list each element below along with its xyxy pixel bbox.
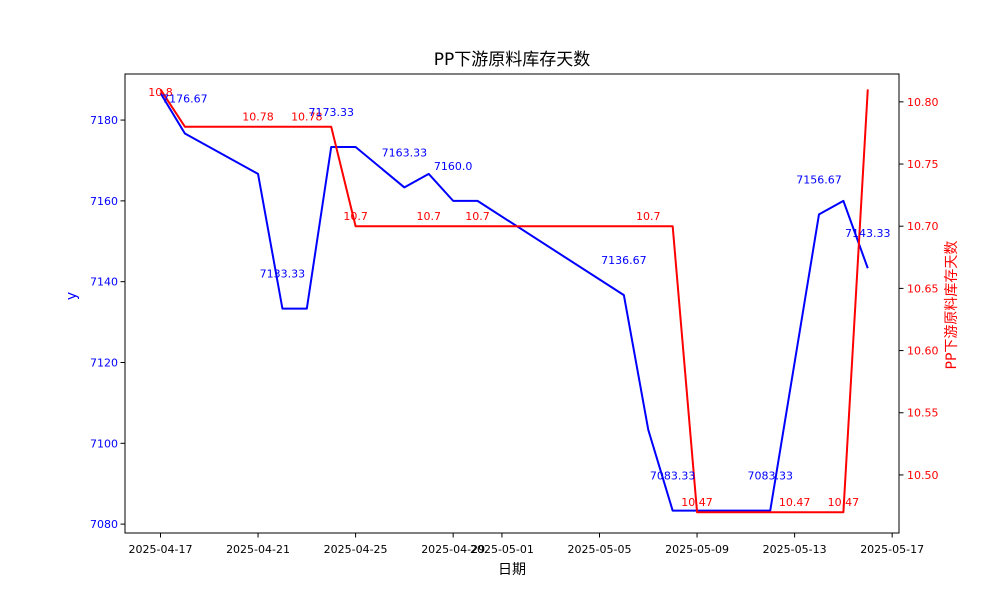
data-label: 7143.33 xyxy=(845,227,891,240)
y-left-tick-label: 7120 xyxy=(90,356,118,369)
data-label: 7156.67 xyxy=(796,173,842,186)
y-right-axis-ticks: 10.50 10.55 10.60 10.65 10.70 10.75 10.80 xyxy=(899,96,939,482)
data-label: 10.7 xyxy=(636,210,661,223)
data-labels-right: 10.8 10.78 10.78 10.7 10.7 10.7 10.7 10.47 10.47… xyxy=(148,86,859,509)
y-right-tick-label: 10.70 xyxy=(907,220,939,233)
x-tick-label: 2025-04-25 xyxy=(324,543,388,556)
x-axis-ticks: 2025-04-17 2025-04-21 2025-04-25 2025-04-29… xyxy=(129,533,924,556)
x-tick-label: 2025-05-09 xyxy=(665,543,729,556)
data-label: 10.47 xyxy=(681,496,713,509)
y-left-tick-label: 7100 xyxy=(90,437,118,450)
data-label: 7163.33 xyxy=(382,146,428,159)
data-label: 10.7 xyxy=(343,210,368,223)
y-left-tick-label: 7080 xyxy=(90,518,118,531)
y-right-axis-label: PP下游原料库存天数 xyxy=(944,241,960,370)
y-left-axis-label: y xyxy=(64,292,80,300)
data-label: 7136.67 xyxy=(601,254,647,267)
x-tick-label: 2025-05-01 xyxy=(470,543,534,556)
y-right-tick-label: 10.65 xyxy=(907,282,939,295)
x-tick-label: 2025-05-17 xyxy=(860,543,924,556)
x-tick-label: 2025-04-21 xyxy=(226,543,290,556)
x-tick-label: 2025-05-13 xyxy=(763,543,827,556)
data-labels-left: 7176.67 7133.33 7173.33 7163.33 7160.0 7136.6… xyxy=(162,93,890,483)
y-left-tick-label: 7180 xyxy=(90,114,118,127)
chart-text-layer: PP下游原料库存天数 日期 y PP下游原料库存天数 xyxy=(64,50,960,578)
x-tick-label: 2025-05-05 xyxy=(568,543,632,556)
data-label: 10.47 xyxy=(779,496,811,509)
series-line-right xyxy=(159,88,869,514)
x-tick-label: 2025-04-17 xyxy=(129,543,193,556)
data-label: 10.7 xyxy=(417,210,442,223)
plot-area: 2025-04-17 2025-04-21 2025-04-25 2025-04-29… xyxy=(90,73,939,556)
y-right-tick-label: 10.80 xyxy=(907,96,939,109)
plot-border xyxy=(124,73,900,534)
series-line-left xyxy=(159,92,869,512)
data-label: 7083.33 xyxy=(650,470,696,483)
y-left-axis-ticks: 7080 7100 7120 7140 7160 7180 xyxy=(90,114,125,531)
y-left-tick-label: 7160 xyxy=(90,195,118,208)
data-label: 10.47 xyxy=(828,496,860,509)
data-label: 7083.33 xyxy=(747,470,793,483)
y-right-tick-label: 10.50 xyxy=(907,469,939,482)
data-label: 10.7 xyxy=(465,210,490,223)
data-label: 10.78 xyxy=(242,111,274,124)
data-label: 10.8 xyxy=(148,86,173,99)
y-right-tick-label: 10.55 xyxy=(907,407,939,420)
data-label: 10.78 xyxy=(291,111,323,124)
y-left-tick-label: 7140 xyxy=(90,276,118,289)
x-axis-label: 日期 xyxy=(498,562,526,578)
data-label: 7176.67 xyxy=(162,93,208,106)
data-label: 7133.33 xyxy=(260,268,306,281)
chart-title: PP下游原料库存天数 xyxy=(434,50,591,70)
x-tick-label: 2025-04-29 xyxy=(421,543,485,556)
y-right-tick-label: 10.75 xyxy=(907,158,939,171)
data-label: 7160.0 xyxy=(434,160,473,173)
data-label: 7173.33 xyxy=(308,106,354,119)
y-right-tick-label: 10.60 xyxy=(907,345,939,358)
